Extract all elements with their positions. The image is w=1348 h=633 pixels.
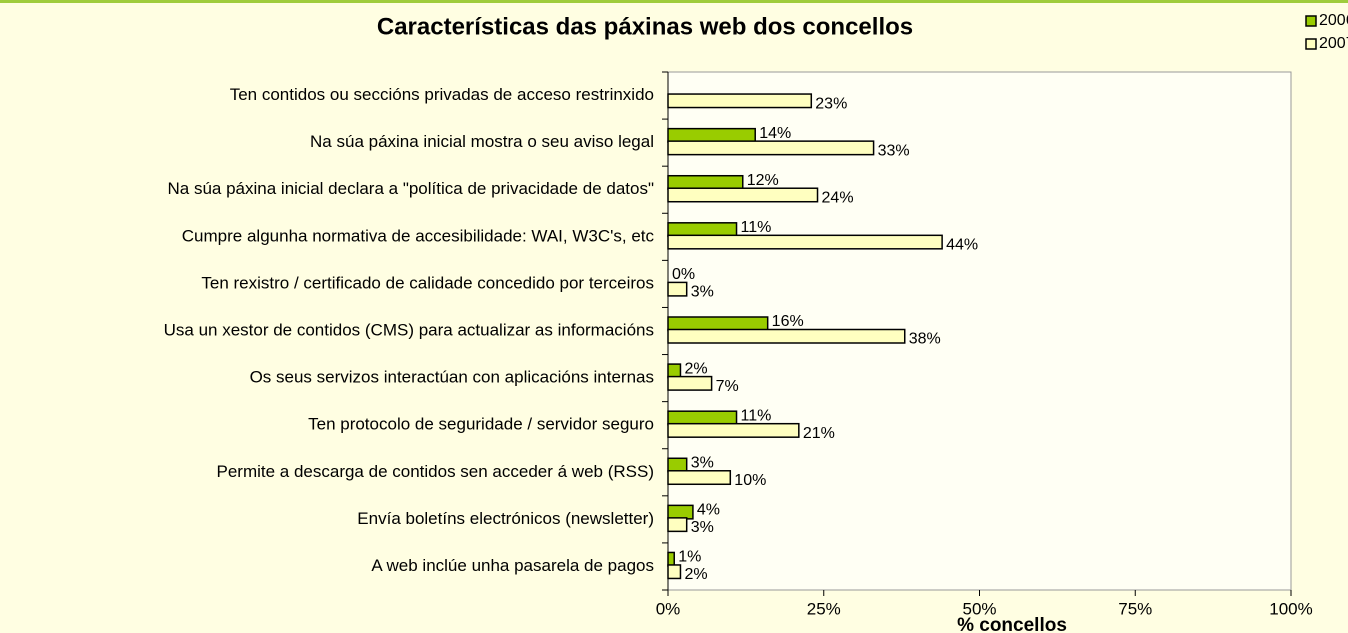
value-label: 33% [878, 142, 910, 159]
bar [667, 281, 688, 297]
x-tick-label: 50% [962, 599, 996, 618]
value-label: 3% [691, 284, 714, 301]
bar [667, 234, 943, 250]
legend-swatch [1305, 38, 1317, 50]
legend-label: 2007 [1319, 35, 1348, 52]
value-label: 23% [815, 95, 847, 112]
category-label: Usa un xestor de contidos (CMS) para act… [164, 320, 654, 339]
x-tick-label: 100% [1269, 599, 1312, 618]
legend-swatch [1305, 15, 1317, 27]
category-label: Ten contidos ou seccións privadas de acc… [230, 85, 654, 104]
value-label: 10% [734, 472, 766, 489]
category-label: Envía boletíns electrónicos (newsletter) [357, 509, 654, 528]
bar [667, 470, 732, 486]
value-label: 7% [716, 378, 739, 395]
category-label: Ten rexistro / certificado de calidade c… [201, 273, 654, 292]
value-label: 16% [772, 313, 804, 330]
value-label: 38% [909, 331, 941, 348]
category-label: Ten protocolo de seguridade / servidor s… [308, 415, 654, 434]
value-label: 2% [684, 566, 707, 583]
category-label: Os seus servizos interactúan con aplicac… [250, 368, 654, 387]
bar [667, 363, 682, 379]
bar [667, 93, 813, 109]
bar [667, 140, 875, 156]
category-label: Cumpre algunha normativa de accesibilida… [182, 226, 655, 245]
value-label: 11% [741, 219, 772, 236]
value-label: 3% [691, 454, 714, 471]
value-label: 0% [672, 266, 695, 283]
bar [667, 551, 675, 567]
value-label: 11% [741, 407, 772, 424]
bar [667, 422, 800, 438]
value-label: 3% [691, 519, 714, 536]
bar [667, 457, 688, 473]
value-label: 44% [946, 237, 978, 254]
bar [667, 127, 756, 143]
bar [667, 187, 819, 203]
bar [667, 328, 906, 344]
bar [667, 564, 682, 580]
x-tick-label: 75% [1118, 599, 1152, 618]
bar [667, 375, 713, 391]
category-label: Na súa páxina inicial mostra o seu aviso… [310, 132, 654, 151]
chart-title: Características das páxinas web dos conc… [377, 13, 913, 40]
top-rule [0, 0, 1348, 3]
category-label: Permite a descarga de contidos sen acced… [216, 462, 654, 481]
category-label: Na súa páxina inicial declara a "polític… [168, 179, 654, 198]
value-label: 4% [697, 502, 720, 519]
x-tick-label: 25% [807, 599, 841, 618]
value-label: 14% [759, 125, 791, 142]
x-axis-label: % concellos [957, 615, 1067, 633]
category-label: A web inclúe unha pasarela de pagos [371, 556, 654, 575]
bar [667, 316, 769, 332]
value-label: 21% [803, 425, 835, 442]
value-label: 24% [822, 189, 854, 206]
bar [667, 504, 694, 520]
legend-label: 2006 [1319, 12, 1348, 29]
bar [667, 410, 738, 426]
bar [667, 517, 688, 533]
value-label: 2% [684, 360, 707, 377]
value-label: 1% [678, 549, 701, 566]
x-tick-label: 0% [656, 599, 681, 618]
value-label: 12% [747, 172, 779, 189]
bar [667, 174, 744, 190]
bar [667, 222, 738, 238]
